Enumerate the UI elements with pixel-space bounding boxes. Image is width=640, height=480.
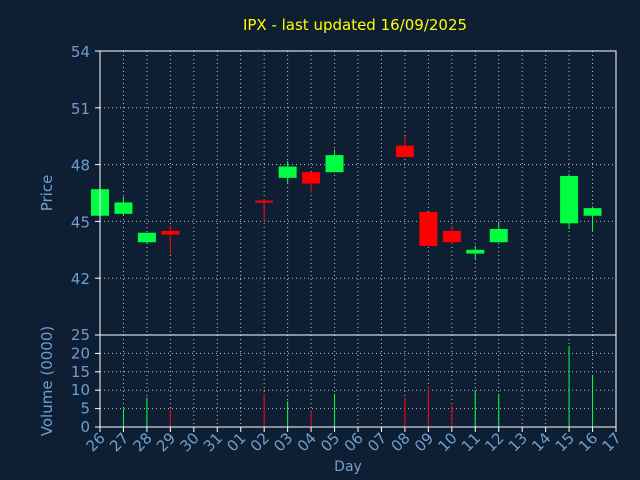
price-axis: 42 45 48 51 54 bbox=[71, 43, 100, 288]
volume-axis-label: Volume (0000) bbox=[38, 326, 56, 436]
price-tick-label: 54 bbox=[71, 43, 90, 61]
volume-tick-label: 10 bbox=[71, 381, 90, 399]
volume-tick-label: 20 bbox=[71, 344, 90, 362]
price-tick-label: 42 bbox=[71, 270, 90, 288]
price-tick-label: 48 bbox=[71, 157, 90, 175]
price-tick-label: 51 bbox=[71, 100, 90, 118]
price-tick-label: 45 bbox=[71, 213, 90, 231]
candle-body bbox=[442, 230, 461, 243]
volume-tick-label: 5 bbox=[80, 400, 90, 418]
candle-body bbox=[560, 175, 579, 224]
candle-body bbox=[583, 208, 602, 216]
volume-series bbox=[122, 346, 594, 427]
candle-body bbox=[325, 155, 344, 173]
candle-body bbox=[466, 249, 485, 254]
volume-tick-label: 15 bbox=[71, 363, 90, 381]
candle-body bbox=[161, 230, 180, 235]
price-axis-label: Price bbox=[38, 175, 56, 212]
candle-body bbox=[137, 232, 156, 243]
volume-panel-frame bbox=[99, 334, 617, 428]
candle-body bbox=[255, 200, 274, 203]
candle-body bbox=[114, 202, 133, 214]
chart-title: IPX - last updated 16/09/2025 bbox=[243, 16, 467, 34]
candle-body bbox=[419, 211, 438, 247]
price-series bbox=[91, 136, 602, 260]
candle-body bbox=[302, 172, 321, 184]
volume-tick-label: 0 bbox=[80, 418, 90, 436]
candle-body bbox=[489, 228, 508, 243]
x-axis-label: Day bbox=[334, 459, 362, 475]
candle-body bbox=[278, 166, 297, 178]
volume-tick-label: 25 bbox=[71, 326, 90, 344]
candle-body bbox=[395, 145, 414, 158]
x-axis: 2627282930310102030405060708091011121314… bbox=[83, 427, 625, 455]
